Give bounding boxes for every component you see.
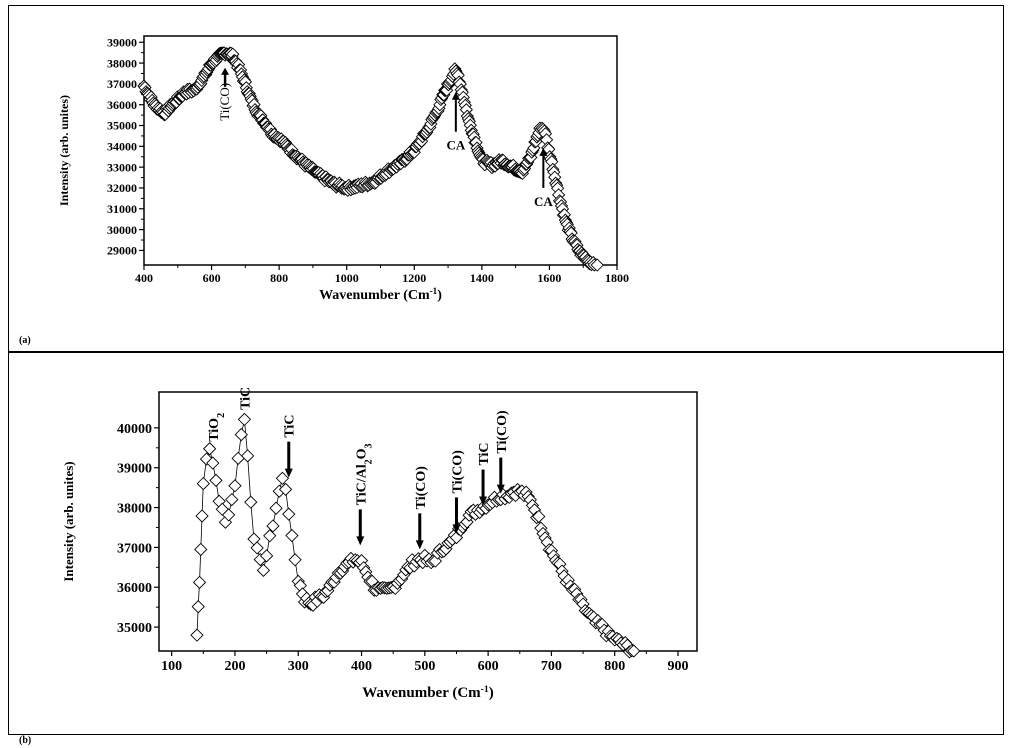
- plot-frame: [158, 391, 698, 652]
- annotation-arrowhead: [496, 484, 505, 494]
- data-point: [237, 412, 252, 427]
- x-axis-label: Wavenumber (Cm-1): [362, 684, 494, 702]
- data-point: [192, 575, 207, 589]
- y-tick-label: 35000: [107, 119, 137, 133]
- annotation-label: Ti(CO): [450, 450, 465, 494]
- data-point: [590, 258, 604, 272]
- y-tick-label: 36000: [117, 581, 152, 596]
- y-tick-label: 31000: [107, 202, 137, 216]
- y-tick-label: 37000: [117, 541, 152, 556]
- x-tick-label: 700: [541, 659, 562, 674]
- annotation-label: TiC: [283, 415, 298, 438]
- data-point: [285, 528, 299, 543]
- annotation-label: TiC: [238, 387, 253, 410]
- annotation-arrowhead: [539, 147, 548, 156]
- y-tick-label: 29000: [107, 244, 137, 258]
- data-point: [250, 541, 264, 555]
- data-point: [234, 427, 248, 442]
- y-tick-label: 39000: [117, 462, 152, 477]
- y-axis-label: Intensity (arb. unites): [61, 461, 76, 581]
- data-point: [282, 507, 296, 521]
- annotation-arrowhead: [356, 536, 365, 546]
- y-tick-label: 34000: [107, 140, 137, 154]
- x-tick-label: 1000: [335, 271, 359, 285]
- x-tick-label: 100: [161, 659, 182, 674]
- y-tick-label: 38000: [107, 56, 137, 70]
- panel-a-label: (a): [19, 335, 31, 346]
- annotation-label: CA: [446, 138, 465, 153]
- annotation-arrowhead: [479, 496, 488, 506]
- annotation-label: TiC: [477, 442, 492, 465]
- data-point: [240, 449, 255, 463]
- data-point: [256, 563, 271, 577]
- data-point: [275, 471, 290, 485]
- x-tick-label: 400: [135, 271, 153, 285]
- annotation-label: TiC/Al2O3: [354, 444, 374, 506]
- x-tick-label: 1400: [470, 271, 494, 285]
- annotation-label: Ti(CO): [217, 83, 232, 121]
- data-point: [191, 600, 205, 614]
- x-tick-label: 600: [478, 659, 499, 674]
- data-point: [194, 542, 208, 557]
- y-tick-label: 32000: [107, 181, 137, 195]
- data-point: [231, 451, 245, 466]
- y-tick-label: 36000: [107, 98, 137, 112]
- y-tick-label: 35000: [117, 621, 152, 636]
- panel-a: (a): [8, 5, 1004, 352]
- data-point: [269, 501, 283, 515]
- panel-b-label: (b): [19, 735, 32, 746]
- data-point: [266, 519, 280, 533]
- y-tick-label: 37000: [107, 77, 137, 91]
- data-point: [221, 508, 236, 522]
- data-point: [244, 495, 258, 509]
- x-tick-label: 900: [668, 659, 689, 674]
- x-tick-label: 300: [288, 659, 309, 674]
- x-tick-label: 800: [270, 271, 288, 285]
- data-point: [532, 509, 546, 524]
- annotation-label: Ti(CO): [495, 410, 510, 454]
- x-tick-label: 600: [203, 271, 221, 285]
- y-tick-label: 39000: [107, 35, 137, 49]
- y-axis-label: Intensity (arb. unites): [57, 95, 71, 206]
- data-point: [195, 509, 209, 523]
- x-tick-label: 1800: [605, 271, 629, 285]
- data-point: [202, 442, 217, 456]
- data-point: [196, 476, 210, 491]
- y-tick-label: 38000: [117, 501, 152, 516]
- annotation-arrowhead: [452, 524, 461, 534]
- y-tick-label: 33000: [107, 160, 137, 174]
- data-point: [288, 553, 302, 567]
- x-axis-label: Wavenumber (Cm-1): [319, 286, 442, 303]
- annotation-label: TiO2: [207, 413, 227, 442]
- series-line: [196, 419, 634, 653]
- x-tick-label: 500: [414, 659, 435, 674]
- annotation-arrowhead: [284, 468, 293, 478]
- annotation-arrowhead: [221, 67, 230, 75]
- data-point: [263, 529, 277, 543]
- data-point: [206, 456, 220, 470]
- data-point: [190, 628, 204, 642]
- annotation-arrowhead: [415, 540, 424, 550]
- annotation-label: Ti(CO): [414, 466, 429, 510]
- data-point: [228, 479, 242, 493]
- panel-b: (b): [8, 352, 1004, 746]
- x-tick-label: 200: [224, 659, 245, 674]
- data-point: [278, 482, 293, 497]
- annotation-arrowhead: [451, 91, 460, 100]
- x-tick-label: 400: [351, 659, 372, 674]
- x-tick-label: 1200: [402, 271, 426, 285]
- annotation-label: CA: [534, 194, 553, 209]
- data-point: [225, 492, 239, 507]
- x-tick-label: 1600: [537, 271, 561, 285]
- data-point: [209, 473, 223, 488]
- data-point: [259, 549, 274, 563]
- y-tick-label: 30000: [107, 223, 137, 237]
- data-point: [627, 644, 641, 658]
- x-tick-label: 800: [604, 659, 625, 674]
- y-tick-label: 40000: [117, 422, 152, 437]
- series-markers: [137, 46, 604, 272]
- series-markers: [190, 412, 641, 659]
